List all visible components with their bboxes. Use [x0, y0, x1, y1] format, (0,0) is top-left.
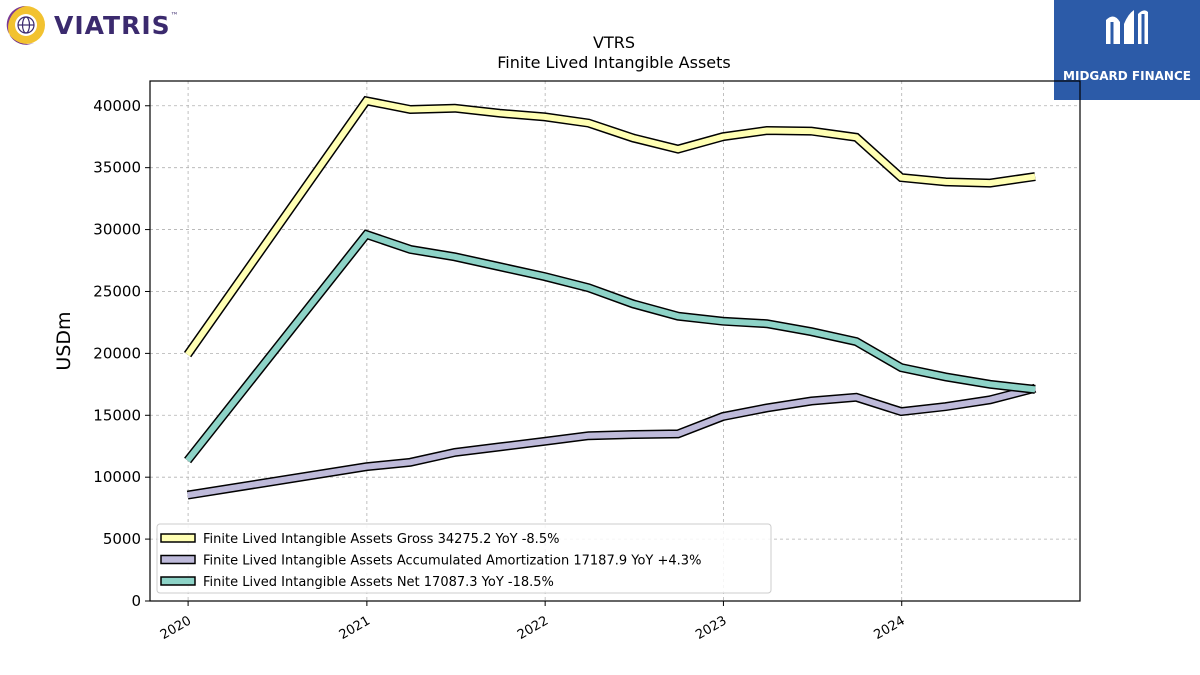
legend-box [156, 523, 772, 594]
series-1-line [187, 385, 1036, 499]
y-tick-label: 10000 [93, 468, 141, 486]
viatris-globe-icon [6, 5, 45, 45]
y-axis-label: USDm [53, 311, 75, 370]
legend-entry-2: Finite Lived Intangible Assets Net 17087… [203, 575, 554, 590]
y-axis: 0 5000 10000 15000 20000 25000 30000 35000 40000 [93, 97, 150, 610]
gridlines [150, 81, 1080, 602]
chart-subtitle: Finite Lived Intangible Assets [497, 53, 730, 72]
series-1-outline [186, 383, 1037, 500]
legend-swatch-0 [160, 533, 196, 543]
midgard-wordmark: MIDGARD FINANCE [1063, 69, 1191, 83]
y-tick-label: 25000 [93, 282, 141, 300]
y-tick-label: 40000 [93, 97, 141, 115]
x-tick-label: 2023 [693, 613, 729, 643]
y-tick-label: 20000 [93, 344, 141, 362]
viatris-logo: VIATRIS™ [4, 4, 179, 48]
x-tick-label: 2021 [337, 613, 373, 643]
series-0-outline [183, 95, 1036, 358]
y-tick-label: 35000 [93, 159, 141, 177]
series-2-outline [184, 229, 1036, 464]
y-tick-label: 30000 [93, 221, 141, 239]
x-axis: 2020 2021 2022 2023 2024 [158, 601, 908, 643]
plot-frame [149, 80, 1081, 602]
legend-swatch-1 [160, 554, 196, 565]
y-tick-label: 5000 [103, 530, 141, 548]
y-tick-label: 0 [131, 592, 141, 610]
x-tick-label: 2022 [515, 613, 551, 643]
x-tick-label: 2024 [872, 613, 908, 643]
legend: Finite Lived Intangible Assets Gross 342… [156, 523, 772, 594]
legend-entry-0: Finite Lived Intangible Assets Gross 342… [203, 532, 559, 547]
midgard-mark-icon [1106, 10, 1148, 46]
legend-swatch-2 [160, 576, 196, 586]
chart-title: VTRS [593, 33, 635, 52]
series-0-line [185, 97, 1036, 357]
series-2-line [185, 230, 1036, 463]
series-layer [183, 95, 1037, 500]
y-tick-label: 15000 [93, 406, 141, 424]
x-tick-label: 2020 [158, 613, 194, 643]
midgard-finance-logo: MIDGARD FINANCE [1054, 0, 1200, 100]
viatris-wordmark: VIATRIS™ [54, 11, 180, 40]
legend-entry-1: Finite Lived Intangible Assets Accumulat… [203, 554, 701, 569]
